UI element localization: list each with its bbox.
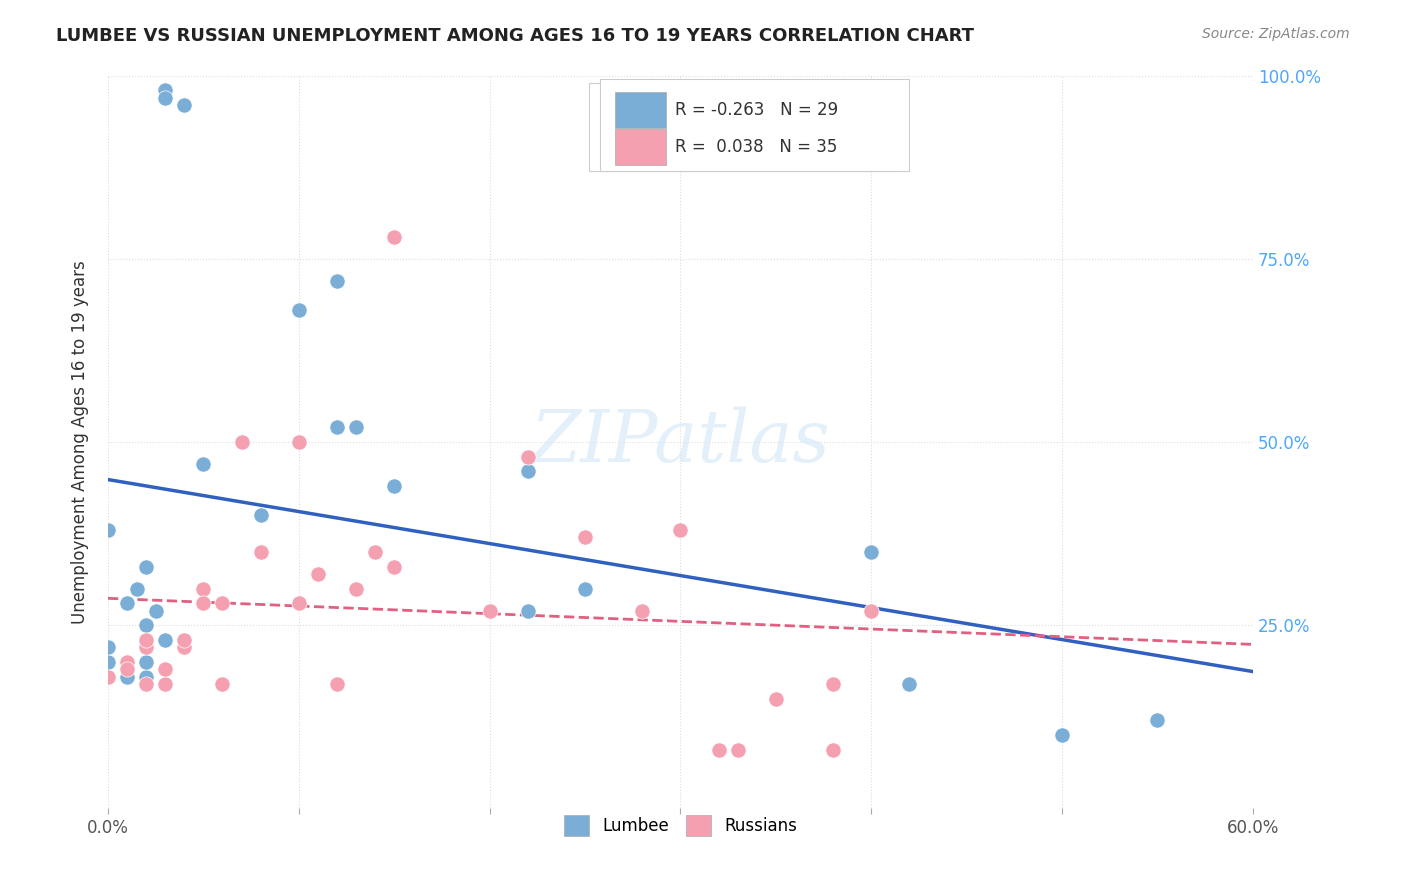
- Point: [231, 434, 253, 449]
- Point: [1050, 728, 1073, 742]
- Text: LUMBEE VS RUSSIAN UNEMPLOYMENT AMONG AGES 16 TO 19 YEARS CORRELATION CHART: LUMBEE VS RUSSIAN UNEMPLOYMENT AMONG AGE…: [56, 27, 974, 45]
- Point: [155, 83, 177, 97]
- Point: [135, 677, 157, 691]
- Point: [326, 420, 349, 434]
- Point: [155, 662, 177, 676]
- Point: [211, 677, 233, 691]
- Point: [115, 662, 138, 676]
- Point: [382, 559, 405, 574]
- Point: [823, 677, 845, 691]
- Point: [860, 603, 883, 617]
- Point: [115, 596, 138, 610]
- Point: [249, 508, 271, 523]
- Point: [115, 655, 138, 669]
- Text: ZIPatlas: ZIPatlas: [530, 407, 830, 477]
- Point: [249, 545, 271, 559]
- Point: [173, 98, 195, 112]
- FancyBboxPatch shape: [589, 83, 898, 170]
- Point: [97, 523, 120, 537]
- Point: [860, 545, 883, 559]
- Point: [288, 596, 311, 610]
- Point: [669, 523, 692, 537]
- Point: [135, 669, 157, 683]
- Point: [135, 655, 157, 669]
- Y-axis label: Unemployment Among Ages 16 to 19 years: Unemployment Among Ages 16 to 19 years: [72, 260, 89, 624]
- Point: [155, 632, 177, 647]
- Point: [307, 566, 329, 581]
- Point: [155, 677, 177, 691]
- Point: [516, 450, 538, 464]
- Point: [193, 457, 215, 471]
- FancyBboxPatch shape: [616, 93, 665, 128]
- Point: [344, 582, 367, 596]
- Point: [135, 640, 157, 655]
- Point: [478, 603, 501, 617]
- Point: [727, 743, 749, 757]
- FancyBboxPatch shape: [616, 129, 665, 165]
- Point: [707, 743, 730, 757]
- Point: [135, 559, 157, 574]
- Point: [516, 464, 538, 478]
- Point: [288, 303, 311, 318]
- Point: [765, 691, 787, 706]
- Point: [97, 669, 120, 683]
- Point: [135, 618, 157, 632]
- Legend: Lumbee, Russians: Lumbee, Russians: [555, 807, 806, 844]
- Point: [115, 669, 138, 683]
- Point: [193, 582, 215, 596]
- Text: Source: ZipAtlas.com: Source: ZipAtlas.com: [1202, 27, 1350, 41]
- Point: [516, 603, 538, 617]
- Point: [211, 596, 233, 610]
- Point: [898, 677, 921, 691]
- Point: [97, 640, 120, 655]
- Text: R =  0.038   N = 35: R = 0.038 N = 35: [675, 137, 837, 155]
- Point: [97, 655, 120, 669]
- Point: [823, 743, 845, 757]
- Text: R = -0.263   N = 29: R = -0.263 N = 29: [675, 101, 838, 119]
- Point: [193, 596, 215, 610]
- Point: [382, 479, 405, 493]
- Point: [574, 582, 596, 596]
- Point: [145, 603, 167, 617]
- Point: [631, 603, 654, 617]
- Point: [574, 530, 596, 544]
- Point: [135, 632, 157, 647]
- Point: [288, 434, 311, 449]
- Point: [173, 632, 195, 647]
- Point: [125, 582, 148, 596]
- Point: [382, 229, 405, 244]
- Point: [173, 640, 195, 655]
- Point: [326, 677, 349, 691]
- Point: [326, 274, 349, 288]
- Point: [1146, 714, 1168, 728]
- FancyBboxPatch shape: [600, 79, 910, 170]
- Point: [344, 420, 367, 434]
- Point: [155, 90, 177, 104]
- Point: [364, 545, 387, 559]
